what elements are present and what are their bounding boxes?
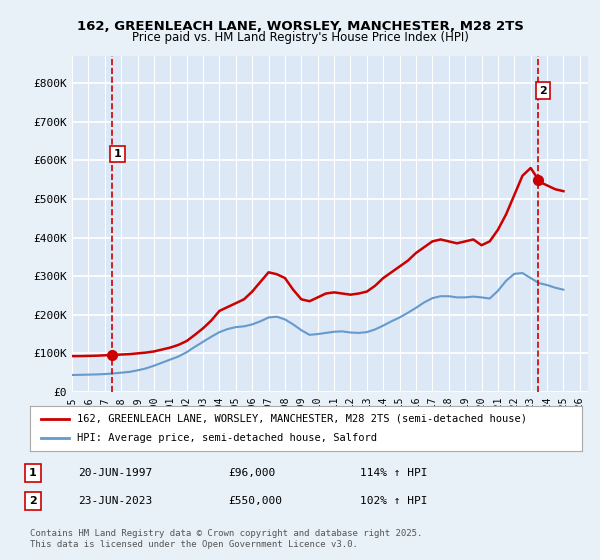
Text: 23-JUN-2023: 23-JUN-2023 — [78, 496, 152, 506]
Text: 162, GREENLEACH LANE, WORSLEY, MANCHESTER, M28 2TS (semi-detached house): 162, GREENLEACH LANE, WORSLEY, MANCHESTE… — [77, 413, 527, 423]
Text: £96,000: £96,000 — [228, 468, 275, 478]
Text: 1: 1 — [29, 468, 37, 478]
Text: Contains HM Land Registry data © Crown copyright and database right 2025.
This d: Contains HM Land Registry data © Crown c… — [30, 529, 422, 549]
Text: 114% ↑ HPI: 114% ↑ HPI — [360, 468, 427, 478]
Text: 20-JUN-1997: 20-JUN-1997 — [78, 468, 152, 478]
Text: 1: 1 — [113, 149, 121, 159]
Text: 2: 2 — [29, 496, 37, 506]
Text: 162, GREENLEACH LANE, WORSLEY, MANCHESTER, M28 2TS: 162, GREENLEACH LANE, WORSLEY, MANCHESTE… — [77, 20, 523, 32]
Text: 102% ↑ HPI: 102% ↑ HPI — [360, 496, 427, 506]
Text: Price paid vs. HM Land Registry's House Price Index (HPI): Price paid vs. HM Land Registry's House … — [131, 31, 469, 44]
Text: HPI: Average price, semi-detached house, Salford: HPI: Average price, semi-detached house,… — [77, 433, 377, 444]
Text: £550,000: £550,000 — [228, 496, 282, 506]
Text: 2: 2 — [539, 86, 547, 96]
